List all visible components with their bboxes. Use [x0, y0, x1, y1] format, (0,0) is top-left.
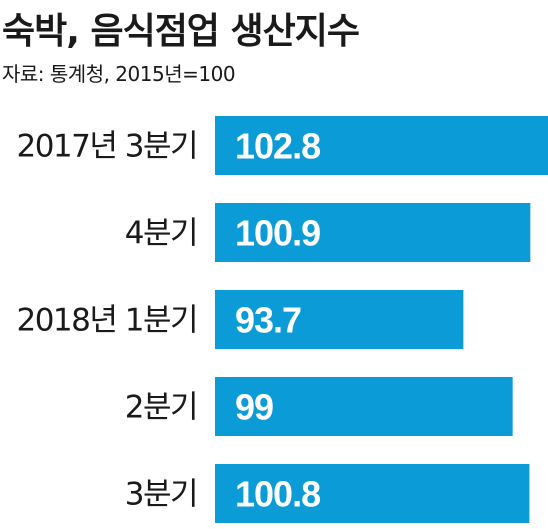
- category-label: 2분기: [125, 390, 197, 426]
- bar: [215, 203, 531, 262]
- bar: [215, 464, 530, 523]
- value-label: 100.9: [235, 213, 320, 254]
- value-label: 102.8: [235, 126, 320, 167]
- category-label: 2018년 1분기: [16, 303, 197, 339]
- bar: [215, 377, 513, 436]
- value-label: 93.7: [235, 300, 301, 341]
- value-label: 100.8: [235, 474, 320, 515]
- bar: [215, 116, 548, 175]
- value-label: 99: [235, 387, 273, 428]
- category-label: 4분기: [125, 216, 197, 252]
- category-label: 2017년 3분기: [16, 129, 197, 165]
- category-label: 3분기: [125, 477, 197, 513]
- bar: [215, 290, 464, 349]
- chart-title: 숙박, 음식점업 생산지수: [2, 11, 360, 52]
- chart-source: 자료: 통계청, 2015년=100: [2, 62, 236, 86]
